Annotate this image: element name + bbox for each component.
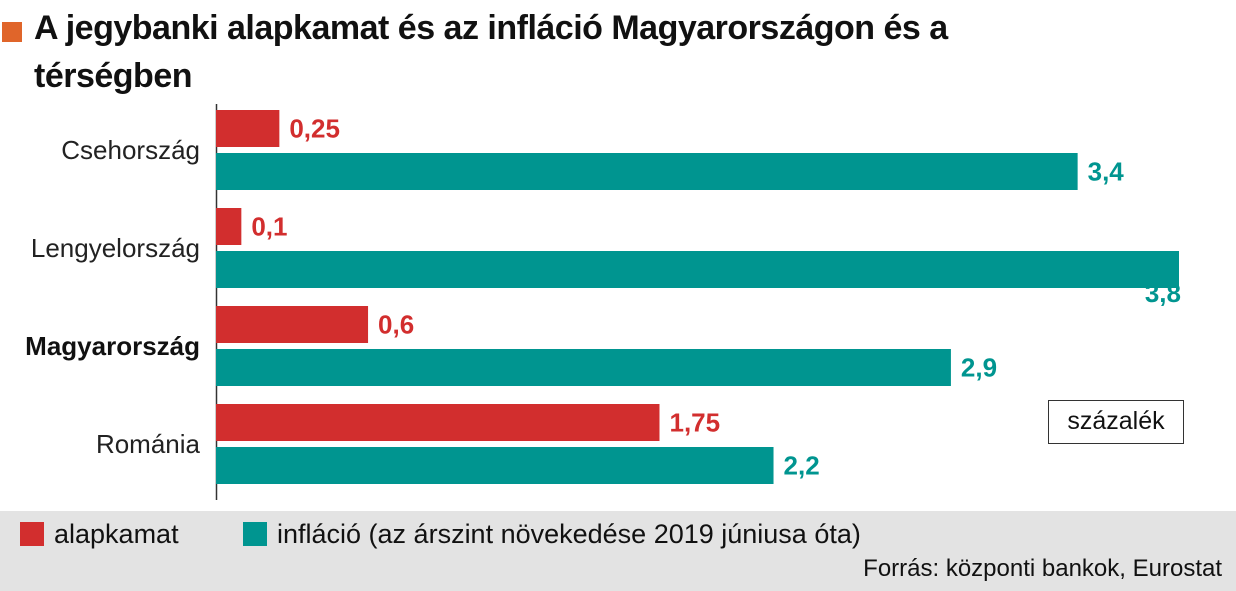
title-marker [2, 22, 22, 42]
category-label: Románia [96, 429, 201, 459]
bar-alapkamat [216, 208, 242, 245]
legend-swatch-alapkamat [20, 522, 44, 546]
source-note: Forrás: központi bankok, Eurostat [863, 555, 1222, 582]
bar-inflacio [216, 251, 1179, 288]
data-label-inflacio: 3,4 [1088, 157, 1125, 187]
chart-title: A jegybanki alapkamat és az infláció Mag… [34, 9, 948, 95]
bar-inflacio [216, 349, 951, 386]
bar-inflacio [216, 153, 1078, 190]
data-label-inflacio: 2,9 [961, 353, 997, 383]
category-label: Lengyelország [31, 233, 200, 263]
data-label-alapkamat: 0,1 [251, 212, 287, 242]
bar-inflacio [216, 447, 774, 484]
legend-item-inflacio: infláció (az árszint növekedése 2019 jún… [243, 517, 861, 551]
bar-alapkamat [216, 404, 660, 441]
category-label: Magyarország [25, 331, 200, 361]
data-label-alapkamat: 0,6 [378, 310, 414, 340]
legend-item-alapkamat: alapkamat [20, 517, 179, 551]
legend-footer: alapkamat infláció (az árszint növekedés… [0, 511, 1236, 591]
unit-label: százalék [1048, 400, 1184, 444]
legend-swatch-inflacio [243, 522, 267, 546]
bar-alapkamat [216, 306, 369, 343]
data-label-inflacio: 3,8 [1145, 278, 1181, 308]
data-label-alapkamat: 0,25 [289, 114, 340, 144]
data-label-alapkamat: 1,75 [669, 408, 720, 438]
legend-label-inflacio: infláció (az árszint növekedése 2019 jún… [277, 518, 861, 549]
data-label-inflacio: 2,2 [784, 451, 820, 481]
category-label: Csehország [61, 135, 200, 165]
legend-label-alapkamat: alapkamat [54, 518, 179, 549]
bar-alapkamat [216, 110, 280, 147]
bar-chart: Csehország 0,25 3,4 Lengyelország 0,1 3,8 Magy… [25, 104, 1181, 500]
